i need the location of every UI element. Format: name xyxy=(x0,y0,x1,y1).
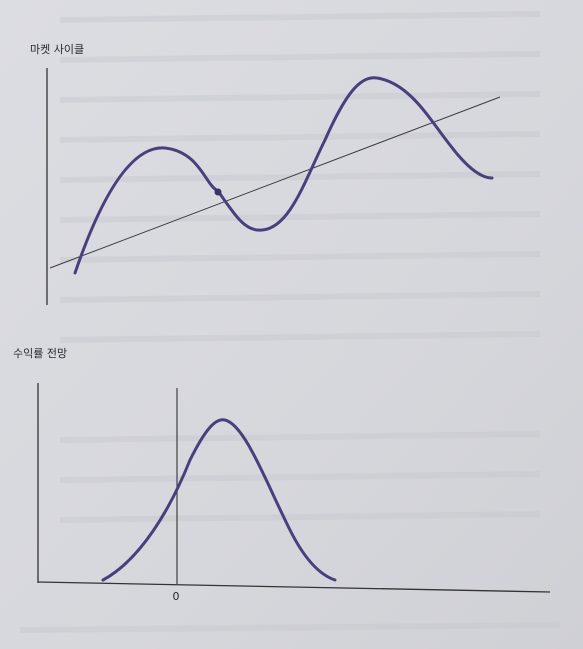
diagram-title: 마켓 사이클 xyxy=(30,43,84,56)
zero-label: 0 xyxy=(173,590,180,603)
intersection-dot xyxy=(214,188,222,196)
cycle-curve xyxy=(73,76,494,275)
distribution-curve xyxy=(101,418,337,582)
show-through-lines xyxy=(19,11,561,633)
diagram-title: 수익률 전망 xyxy=(13,347,67,360)
x-axis xyxy=(37,581,551,593)
trend-line xyxy=(49,96,501,269)
